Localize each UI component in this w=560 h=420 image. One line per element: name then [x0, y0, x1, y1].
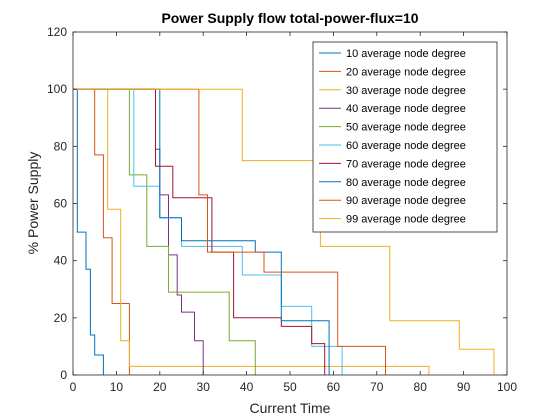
y-axis-label: % Power Supply [25, 152, 41, 255]
x-tick-label: 70 [370, 380, 384, 394]
y-tick-label: 120 [47, 25, 67, 39]
y-axis: 0 20 40 60 80 100 120 [47, 25, 507, 382]
x-axis: 0 10 20 30 40 50 60 70 80 90 100 [70, 32, 517, 394]
x-tick-label: 90 [457, 380, 471, 394]
series-line-4 [73, 88, 204, 375]
legend-label: 10 average node degree [346, 48, 466, 60]
series-line-5 [73, 88, 256, 375]
legend-label: 90 average node degree [346, 195, 466, 207]
y-tick-label: 100 [47, 82, 67, 96]
y-tick-label: 0 [60, 368, 67, 382]
y-tick-label: 20 [54, 311, 68, 325]
x-tick-label: 50 [283, 380, 297, 394]
y-tick-label: 40 [54, 254, 68, 268]
x-tick-label: 60 [327, 380, 341, 394]
series-line-2 [73, 88, 130, 375]
x-tick-label: 30 [197, 380, 211, 394]
legend-label: 30 average node degree [346, 85, 466, 97]
x-tick-label: 40 [240, 380, 254, 394]
series-layer [73, 88, 495, 375]
series-line-1 [73, 88, 104, 375]
legend-label: 20 average node degree [346, 66, 466, 78]
y-tick-label: 60 [54, 197, 68, 211]
legend: 10 average node degree 20 average node de… [312, 41, 498, 233]
chart-title: Power Supply flow total-power-flux=10 [161, 10, 418, 26]
y-tick-label: 80 [54, 139, 68, 153]
legend-box [312, 41, 498, 233]
legend-label: 80 average node degree [346, 177, 466, 189]
x-tick-label: 0 [70, 380, 77, 394]
series-line-8 [73, 88, 330, 375]
x-tick-label: 80 [414, 380, 428, 394]
legend-label: 70 average node degree [346, 158, 466, 170]
x-tick-label: 20 [153, 380, 167, 394]
series-line-9 [73, 88, 386, 375]
legend-label: 99 average node degree [346, 214, 466, 226]
series-line-10 [73, 88, 495, 375]
x-tick-label: 10 [110, 380, 124, 394]
legend-label: 40 average node degree [346, 103, 466, 115]
x-axis-label: Current Time [250, 400, 331, 416]
legend-label: 60 average node degree [346, 140, 466, 152]
legend-label: 50 average node degree [346, 122, 466, 134]
x-tick-label: 100 [497, 380, 517, 394]
